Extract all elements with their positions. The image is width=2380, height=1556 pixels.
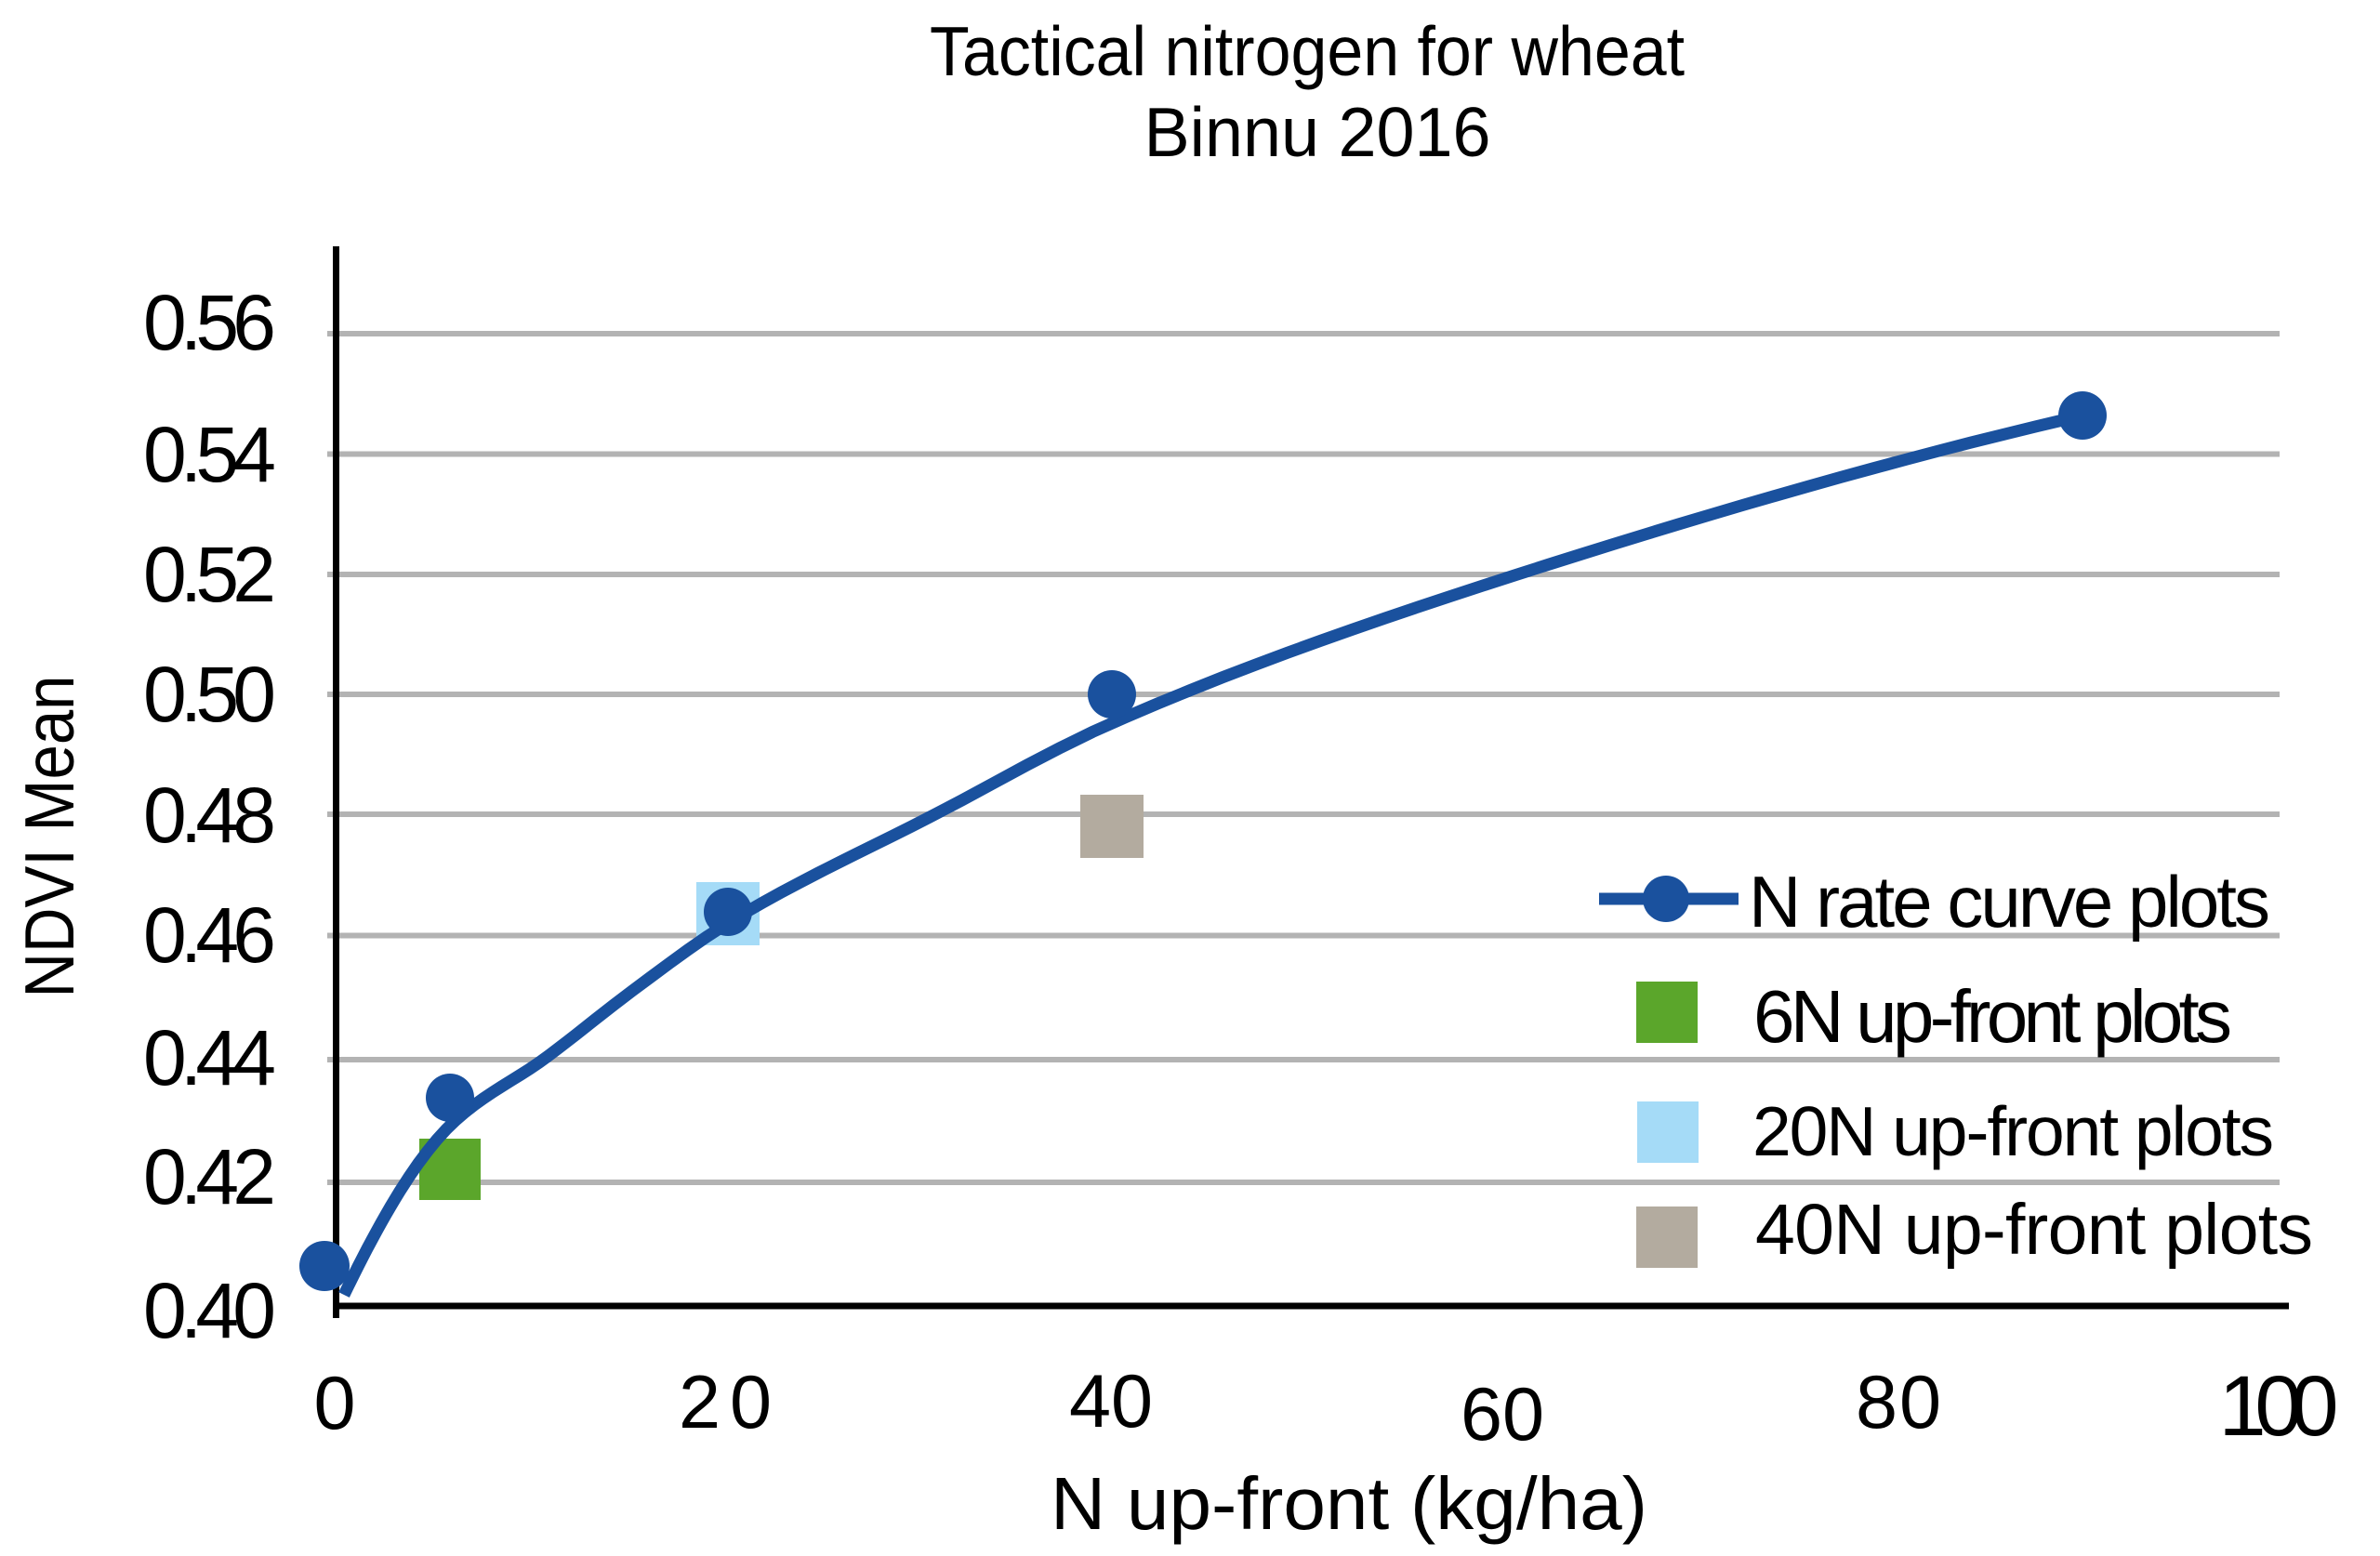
- svg-text:20: 20: [679, 1361, 772, 1444]
- svg-text:20N up-front plots: 20N up-front plots: [1752, 1092, 2274, 1170]
- svg-text:0.40: 0.40: [143, 1267, 276, 1354]
- svg-text:0.54: 0.54: [143, 411, 276, 498]
- svg-text:0.48: 0.48: [143, 771, 276, 859]
- svg-text:N rate curve plots: N rate curve plots: [1749, 861, 2270, 943]
- svg-text:100: 100: [2219, 1359, 2339, 1454]
- svg-text:Tactical nitrogen for wheat: Tactical nitrogen for wheat: [930, 12, 1685, 90]
- svg-text:0.42: 0.42: [143, 1133, 276, 1220]
- svg-text:0.52: 0.52: [143, 531, 276, 618]
- svg-text:80: 80: [1856, 1361, 1941, 1444]
- svg-text:6N up-front plots: 6N up-front plots: [1753, 975, 2232, 1058]
- svg-text:0.56: 0.56: [143, 279, 276, 366]
- svg-text:0: 0: [313, 1362, 355, 1445]
- svg-text:0.50: 0.50: [143, 651, 276, 738]
- svg-text:N up-front (kg/ha): N up-front (kg/ha): [1051, 1462, 1647, 1545]
- svg-text:Binnu 2016: Binnu 2016: [1144, 93, 1491, 171]
- svg-text:40: 40: [1069, 1360, 1153, 1444]
- svg-text:0.46: 0.46: [143, 891, 276, 979]
- svg-text:60: 60: [1461, 1373, 1544, 1457]
- svg-text:NDVI Mean: NDVI Mean: [10, 676, 88, 998]
- svg-text:0.44: 0.44: [143, 1014, 276, 1101]
- svg-text:40N up-front plots: 40N up-front plots: [1755, 1190, 2313, 1270]
